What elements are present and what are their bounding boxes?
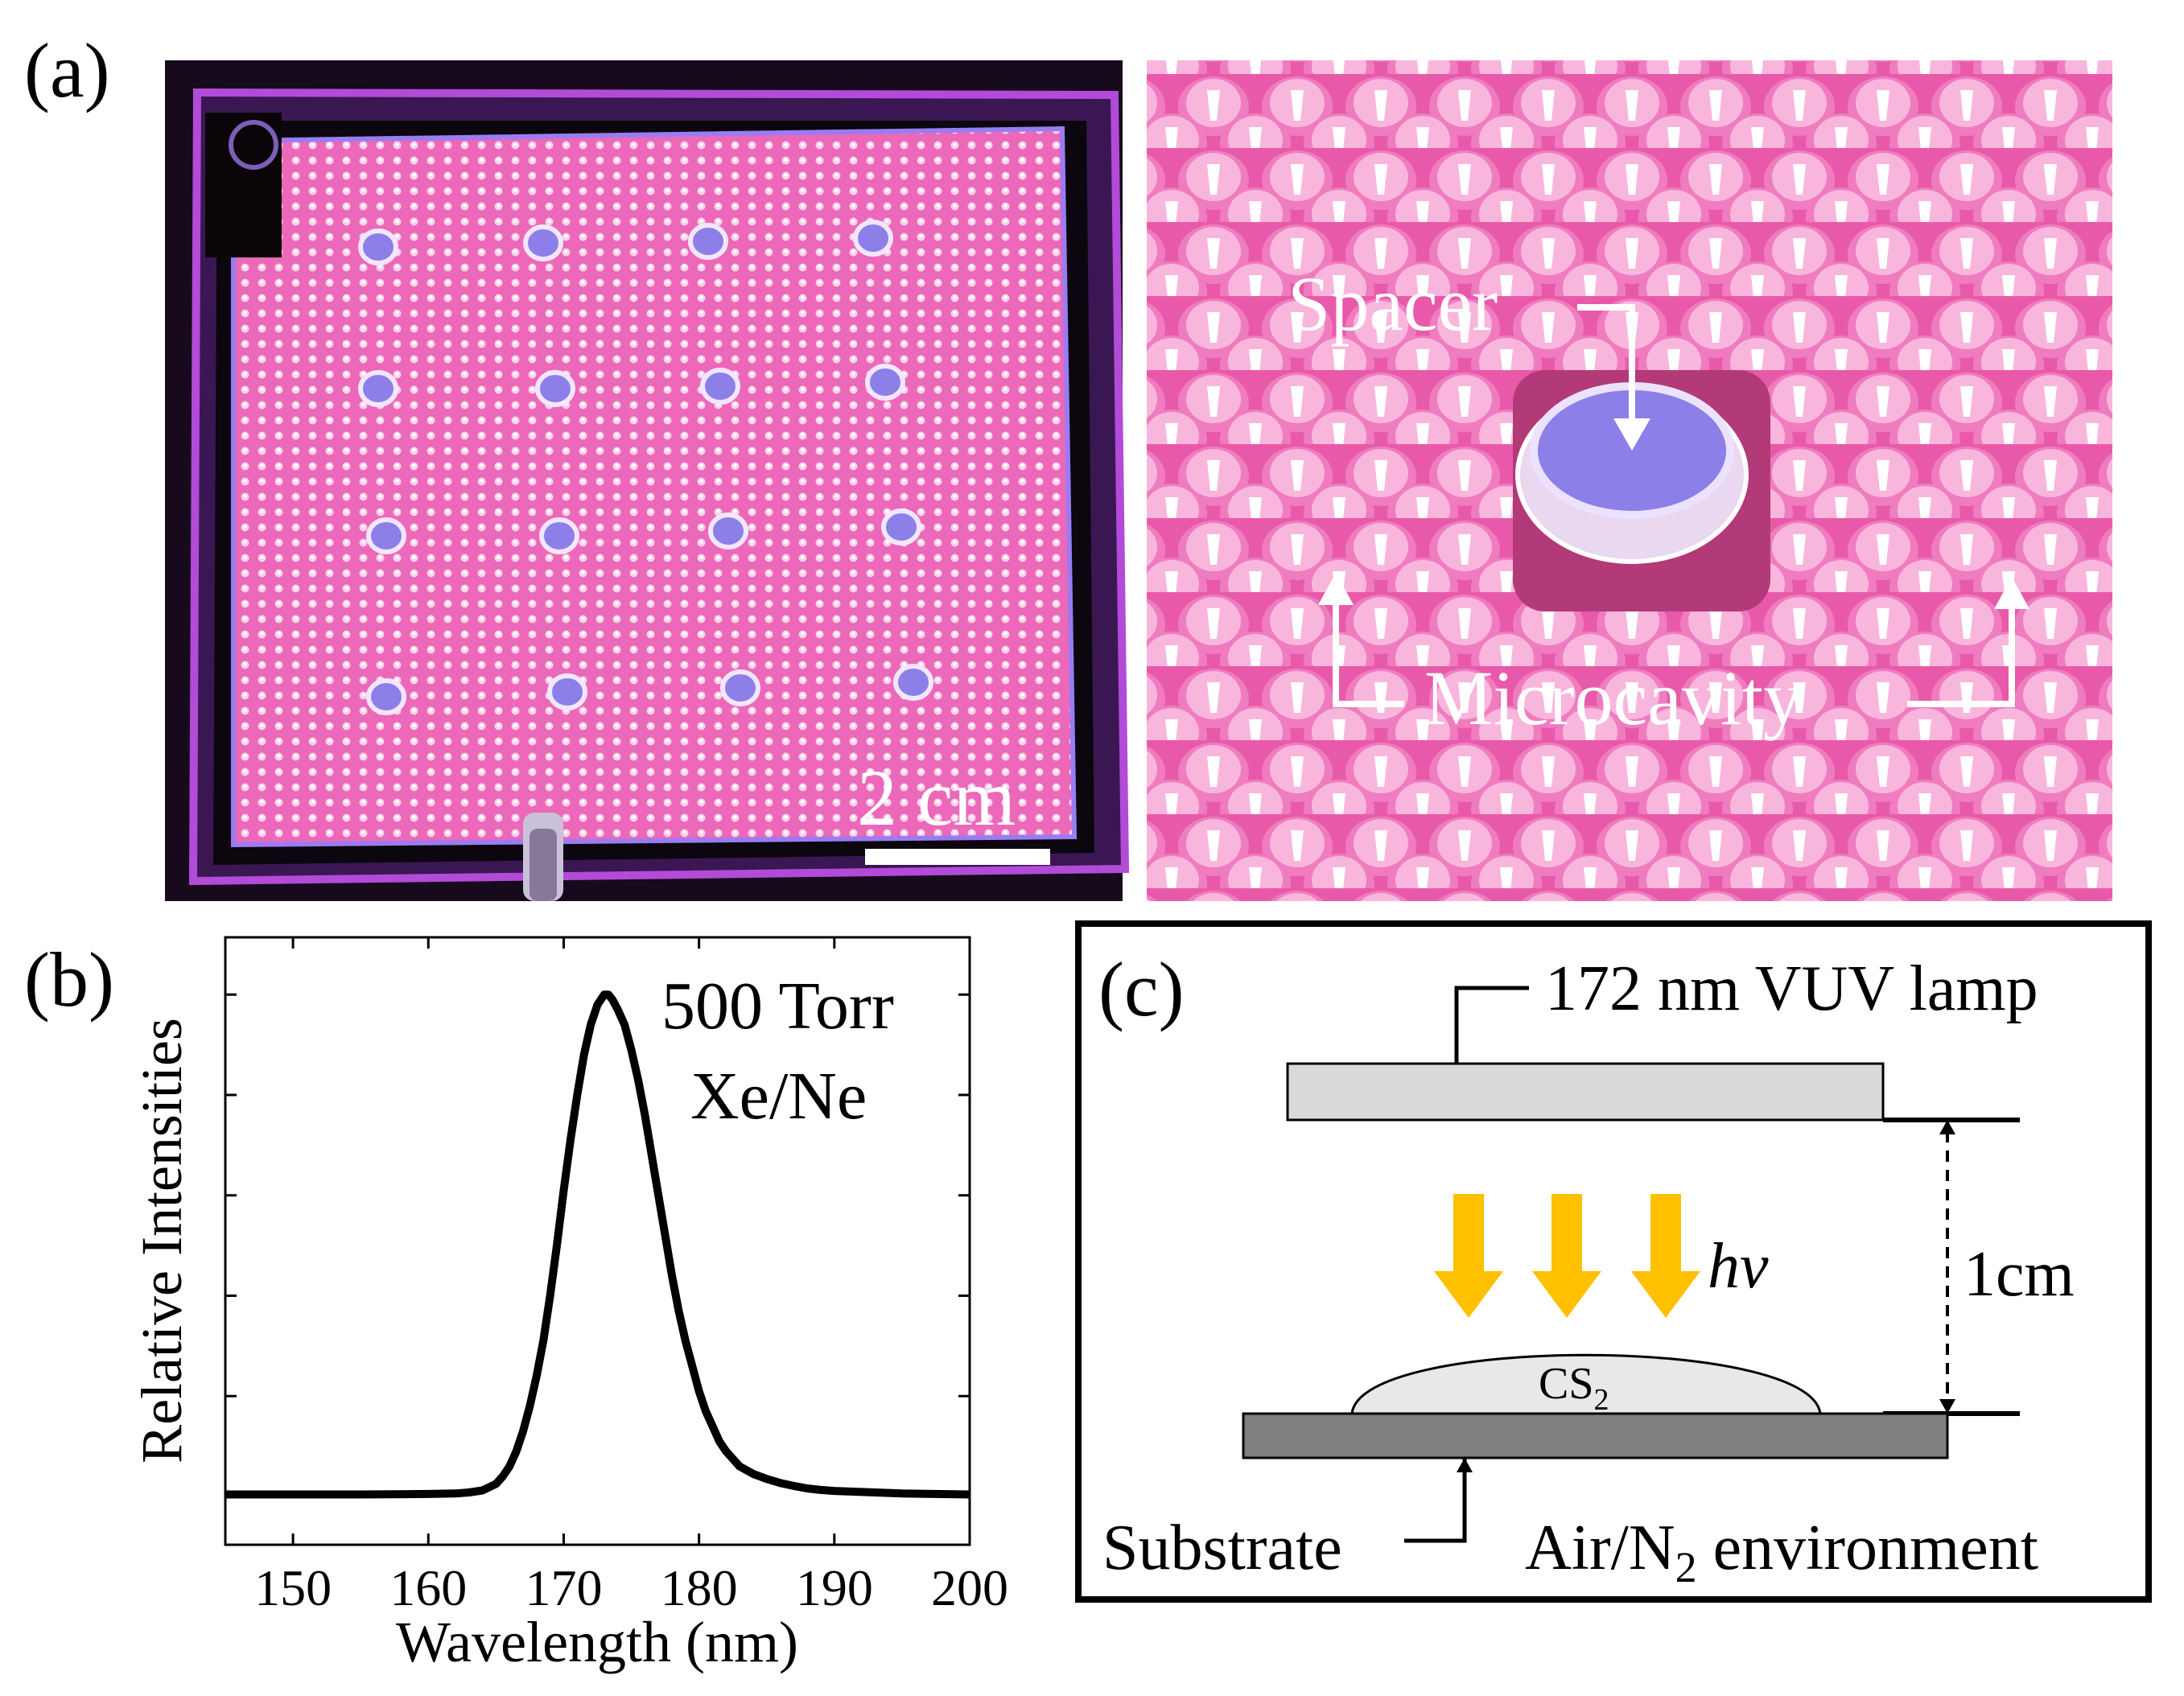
spacer <box>358 370 398 407</box>
spacer <box>853 220 893 257</box>
device-photo: 2 cm <box>165 60 1130 901</box>
substrate-label: Substrate <box>1102 1513 1342 1583</box>
photon-arrow <box>1631 1194 1700 1318</box>
x-tick-label: 190 <box>796 1559 873 1616</box>
spacer <box>700 368 740 405</box>
spectrum-line <box>225 990 970 1499</box>
bottom-connector-shadow <box>530 829 557 901</box>
spacer <box>535 370 575 407</box>
spacer <box>539 517 579 554</box>
schematic-panel: (c) 172 nm VUV lamp hv 1cm CS2 Substrate… <box>1075 920 2152 1603</box>
vuv-lamp <box>1286 1062 1885 1122</box>
spacer <box>893 664 933 701</box>
x-tick-label: 170 <box>525 1559 602 1616</box>
panel-c-label: (c) <box>1098 946 1185 1032</box>
lamp-label: 172 nm VUV lamp <box>1545 953 2038 1024</box>
photon-arrows <box>1434 1194 1700 1318</box>
microcavity-arrow-left <box>1333 591 1404 707</box>
y-axis-label: Relative Intensities <box>130 1018 194 1463</box>
spacer <box>547 673 587 710</box>
corner-port <box>205 113 282 257</box>
corner-port-ring <box>229 120 278 170</box>
microcavity-arrow-right <box>1907 595 2015 707</box>
emission-spectrum-chart: 150 160 170 180 190 200 500 Torr Xe/Ne Wavele… <box>130 936 1008 1674</box>
scale-bar <box>865 849 1050 865</box>
microcavity-label: Microcavity <box>1424 655 1802 741</box>
zoom-photo: Spacer Microcavity <box>1147 60 2112 901</box>
y-ticks <box>225 993 970 1398</box>
chart-annotation-line1: 500 Torr <box>661 969 894 1044</box>
schematic-frame <box>1075 920 2152 1603</box>
cs2-droplet <box>1350 1353 1822 1415</box>
microcavity-array <box>231 126 1078 848</box>
spacer-arrowhead <box>1613 418 1650 451</box>
photon-label: hv <box>1708 1231 1769 1302</box>
x-axis-label: Wavelength (nm) <box>396 1610 798 1674</box>
spacer <box>708 513 748 550</box>
spacer <box>523 224 563 261</box>
x-tick-label: 150 <box>254 1559 332 1616</box>
substrate-pointer-head <box>1457 1458 1473 1472</box>
panel-a-label: (a) <box>24 27 110 113</box>
x-tick-label: 180 <box>661 1559 738 1616</box>
spacer <box>720 669 760 706</box>
spacer-grid <box>358 220 933 715</box>
cs2-label: CS2 <box>1539 1359 1609 1417</box>
spacer-label: Spacer <box>1288 261 1498 347</box>
x-tick-label: 200 <box>931 1559 1008 1616</box>
microcavity-arrowhead-right <box>1994 577 2029 609</box>
spacer <box>688 223 728 260</box>
x-ticks: 150 160 170 180 190 200 <box>254 937 1008 1616</box>
spacer <box>865 364 905 401</box>
spacer <box>358 228 398 266</box>
spacer <box>366 678 406 715</box>
photon-arrow <box>1532 1194 1601 1318</box>
microcavity-arrowhead-left <box>1318 573 1354 605</box>
substrate <box>1242 1412 1949 1459</box>
environment-label: Air/N2 environment <box>1525 1513 2038 1591</box>
substrate-pointer <box>1404 1458 1467 1543</box>
distance-arrowhead-top <box>1939 1120 1955 1134</box>
chart-annotation-line2: Xe/Ne <box>690 1059 867 1134</box>
spacer <box>881 508 921 545</box>
spacer <box>366 517 406 554</box>
spacer-arrow <box>1577 304 1635 434</box>
scale-bar-label: 2 cm <box>857 753 1016 842</box>
lamp-pointer <box>1454 986 1529 1091</box>
x-tick-label: 160 <box>389 1559 467 1616</box>
distance-arrowhead-bottom <box>1939 1399 1955 1414</box>
distance-label: 1cm <box>1964 1239 2075 1310</box>
photon-arrow <box>1434 1194 1503 1318</box>
plot-frame <box>224 936 971 1546</box>
panel-b-label: (b) <box>24 937 114 1023</box>
